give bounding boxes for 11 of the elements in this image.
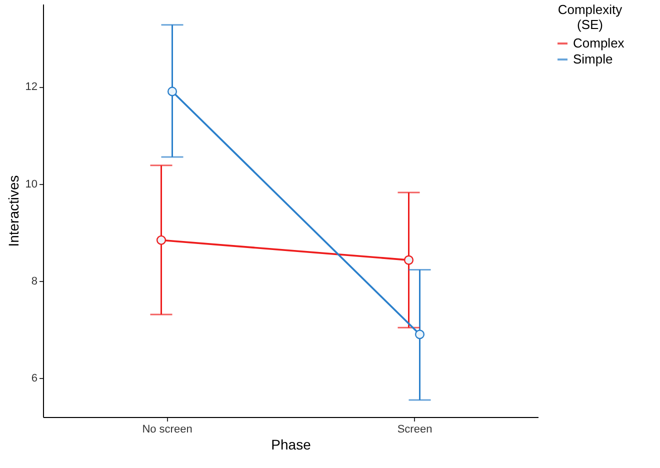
y-tick-label: 10 bbox=[25, 178, 38, 190]
x-tick-label: Screen bbox=[397, 424, 432, 436]
legend-label: Complex bbox=[573, 36, 625, 50]
y-tick-label: 12 bbox=[25, 81, 38, 94]
x-tick-label: No screen bbox=[142, 424, 192, 436]
y-tick-label: 6 bbox=[31, 372, 38, 385]
legend-title: Complexity (SE) bbox=[558, 2, 623, 32]
y-axis-title: Interactives bbox=[5, 175, 22, 247]
x-axis-title: Phase bbox=[271, 436, 312, 452]
y-tick-label: 8 bbox=[31, 275, 38, 288]
legend-label: Simple bbox=[573, 52, 613, 66]
